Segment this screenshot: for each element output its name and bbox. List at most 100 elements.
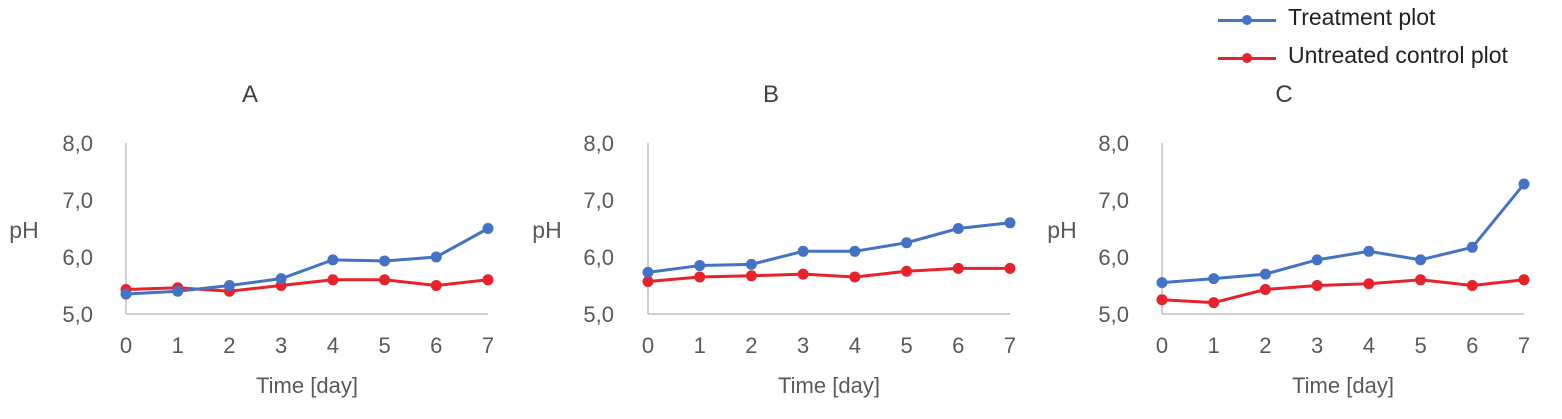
data-point-control (642, 276, 654, 288)
y-tick-label: 7,0 (1098, 188, 1129, 213)
data-point-control (1518, 274, 1530, 286)
data-point-control (797, 268, 809, 280)
data-point-control (745, 270, 757, 282)
data-point-control (694, 271, 706, 283)
data-point-treatment (327, 254, 339, 266)
legend-marker-treatment (1242, 15, 1252, 25)
y-tick-label: 7,0 (583, 188, 614, 213)
data-point-treatment (1363, 245, 1375, 257)
x-tick-label: 5 (1414, 333, 1426, 358)
data-point-treatment (1518, 178, 1530, 190)
data-point-control (1156, 294, 1168, 306)
data-point-control (430, 280, 442, 291)
x-tick-label: 1 (694, 333, 706, 358)
x-tick-label: 3 (1311, 333, 1323, 358)
data-point-treatment (1415, 254, 1427, 266)
x-tick-label: 4 (327, 333, 339, 358)
data-point-treatment (275, 273, 287, 285)
data-point-control (327, 274, 339, 286)
y-tick-label: 6,0 (583, 245, 614, 270)
data-point-control (849, 271, 861, 283)
y-tick-label: 6,0 (62, 245, 93, 270)
y-tick-label: 5,0 (583, 302, 614, 327)
x-tick-label: 1 (1208, 333, 1220, 358)
data-point-control (952, 262, 964, 274)
data-point-treatment (430, 251, 442, 263)
x-tick-label: 0 (1156, 333, 1168, 358)
data-point-control (1259, 283, 1271, 295)
x-axis-label: Time [day] (778, 373, 880, 398)
y-tick-label: 7,0 (62, 188, 93, 213)
data-point-treatment (223, 280, 235, 291)
data-point-treatment (379, 255, 391, 267)
series-line-treatment (647, 221, 1011, 274)
data-point-control (1208, 297, 1220, 309)
x-tick-label: 0 (120, 333, 132, 358)
y-tick-label: 5,0 (1098, 302, 1129, 327)
data-point-treatment (1259, 268, 1271, 280)
data-point-treatment (1156, 277, 1168, 289)
panel-b: BpH 5,0 6,0 7,0 8,0 0 1 2 3 4 5 6 7 Time [day] (532, 81, 1016, 398)
legend-item-control: Untreated control plot (1218, 40, 1558, 78)
panel-title: C (1275, 81, 1292, 108)
data-point-control (1004, 262, 1016, 274)
x-tick-label: 7 (1518, 333, 1530, 358)
x-tick-label: 2 (223, 333, 235, 358)
y-axis-label: pH (9, 217, 38, 243)
x-tick-label: 5 (378, 333, 390, 358)
x-tick-label: 6 (430, 333, 442, 358)
legend-marker-control (1242, 53, 1252, 63)
data-point-control (901, 265, 913, 277)
data-point-control (1363, 278, 1375, 290)
x-tick-label: 6 (1466, 333, 1478, 358)
data-point-treatment (120, 288, 132, 300)
data-point-treatment (1466, 241, 1478, 253)
legend-label-treatment: Treatment plot (1288, 4, 1436, 30)
x-tick-label: 7 (1004, 333, 1016, 358)
x-tick-label: 2 (745, 333, 757, 358)
y-tick-label: 6,0 (1098, 245, 1129, 270)
panel-title: A (242, 81, 258, 108)
data-point-treatment (849, 245, 861, 257)
x-tick-label: 7 (482, 333, 494, 358)
panel-c: CpH 5,0 6,0 7,0 8,0 0 1 2 3 4 5 6 7 Time [day] (1047, 81, 1530, 398)
data-point-treatment (952, 223, 964, 234)
y-tick-label: 8,0 (583, 131, 614, 156)
x-tick-label: 6 (952, 333, 964, 358)
x-tick-label: 4 (849, 333, 861, 358)
x-tick-label: 3 (275, 333, 287, 358)
series-line-treatment (125, 227, 489, 296)
series-line-control (647, 266, 1010, 284)
panel-a: ApH 5,0 6,0 7,0 8,0 0 1 2 3 4 5 6 7 Time [day] (9, 81, 494, 398)
x-tick-label: 1 (172, 333, 184, 358)
x-tick-label: 3 (797, 333, 809, 358)
y-axis-label: pH (532, 217, 561, 243)
data-point-control (379, 274, 391, 286)
y-tick-label: 8,0 (1098, 131, 1129, 156)
series-line-control (125, 278, 489, 293)
x-axis-label: Time [day] (256, 373, 358, 398)
data-point-treatment (745, 258, 757, 270)
x-axis-label: Time [day] (1292, 373, 1394, 398)
data-point-treatment (1311, 254, 1323, 266)
data-point-treatment (1208, 273, 1220, 285)
data-point-control (482, 274, 494, 286)
data-point-control (1311, 280, 1323, 291)
data-point-control (1415, 274, 1427, 286)
data-point-treatment (172, 285, 184, 297)
x-tick-label: 4 (1363, 333, 1375, 358)
legend-label-control: Untreated control plot (1288, 42, 1508, 68)
y-tick-label: 5,0 (62, 302, 93, 327)
data-point-treatment (901, 237, 913, 249)
data-point-treatment (797, 245, 809, 257)
data-point-treatment (694, 260, 706, 272)
legend-item-treatment: Treatment plot (1218, 2, 1558, 40)
panel-title: B (763, 81, 779, 108)
chart-legend: Treatment plot Untreated control plot (1218, 2, 1558, 78)
data-point-treatment (482, 223, 494, 234)
data-point-treatment (642, 266, 654, 278)
x-tick-label: 2 (1259, 333, 1271, 358)
series-line-treatment (1161, 183, 1526, 285)
